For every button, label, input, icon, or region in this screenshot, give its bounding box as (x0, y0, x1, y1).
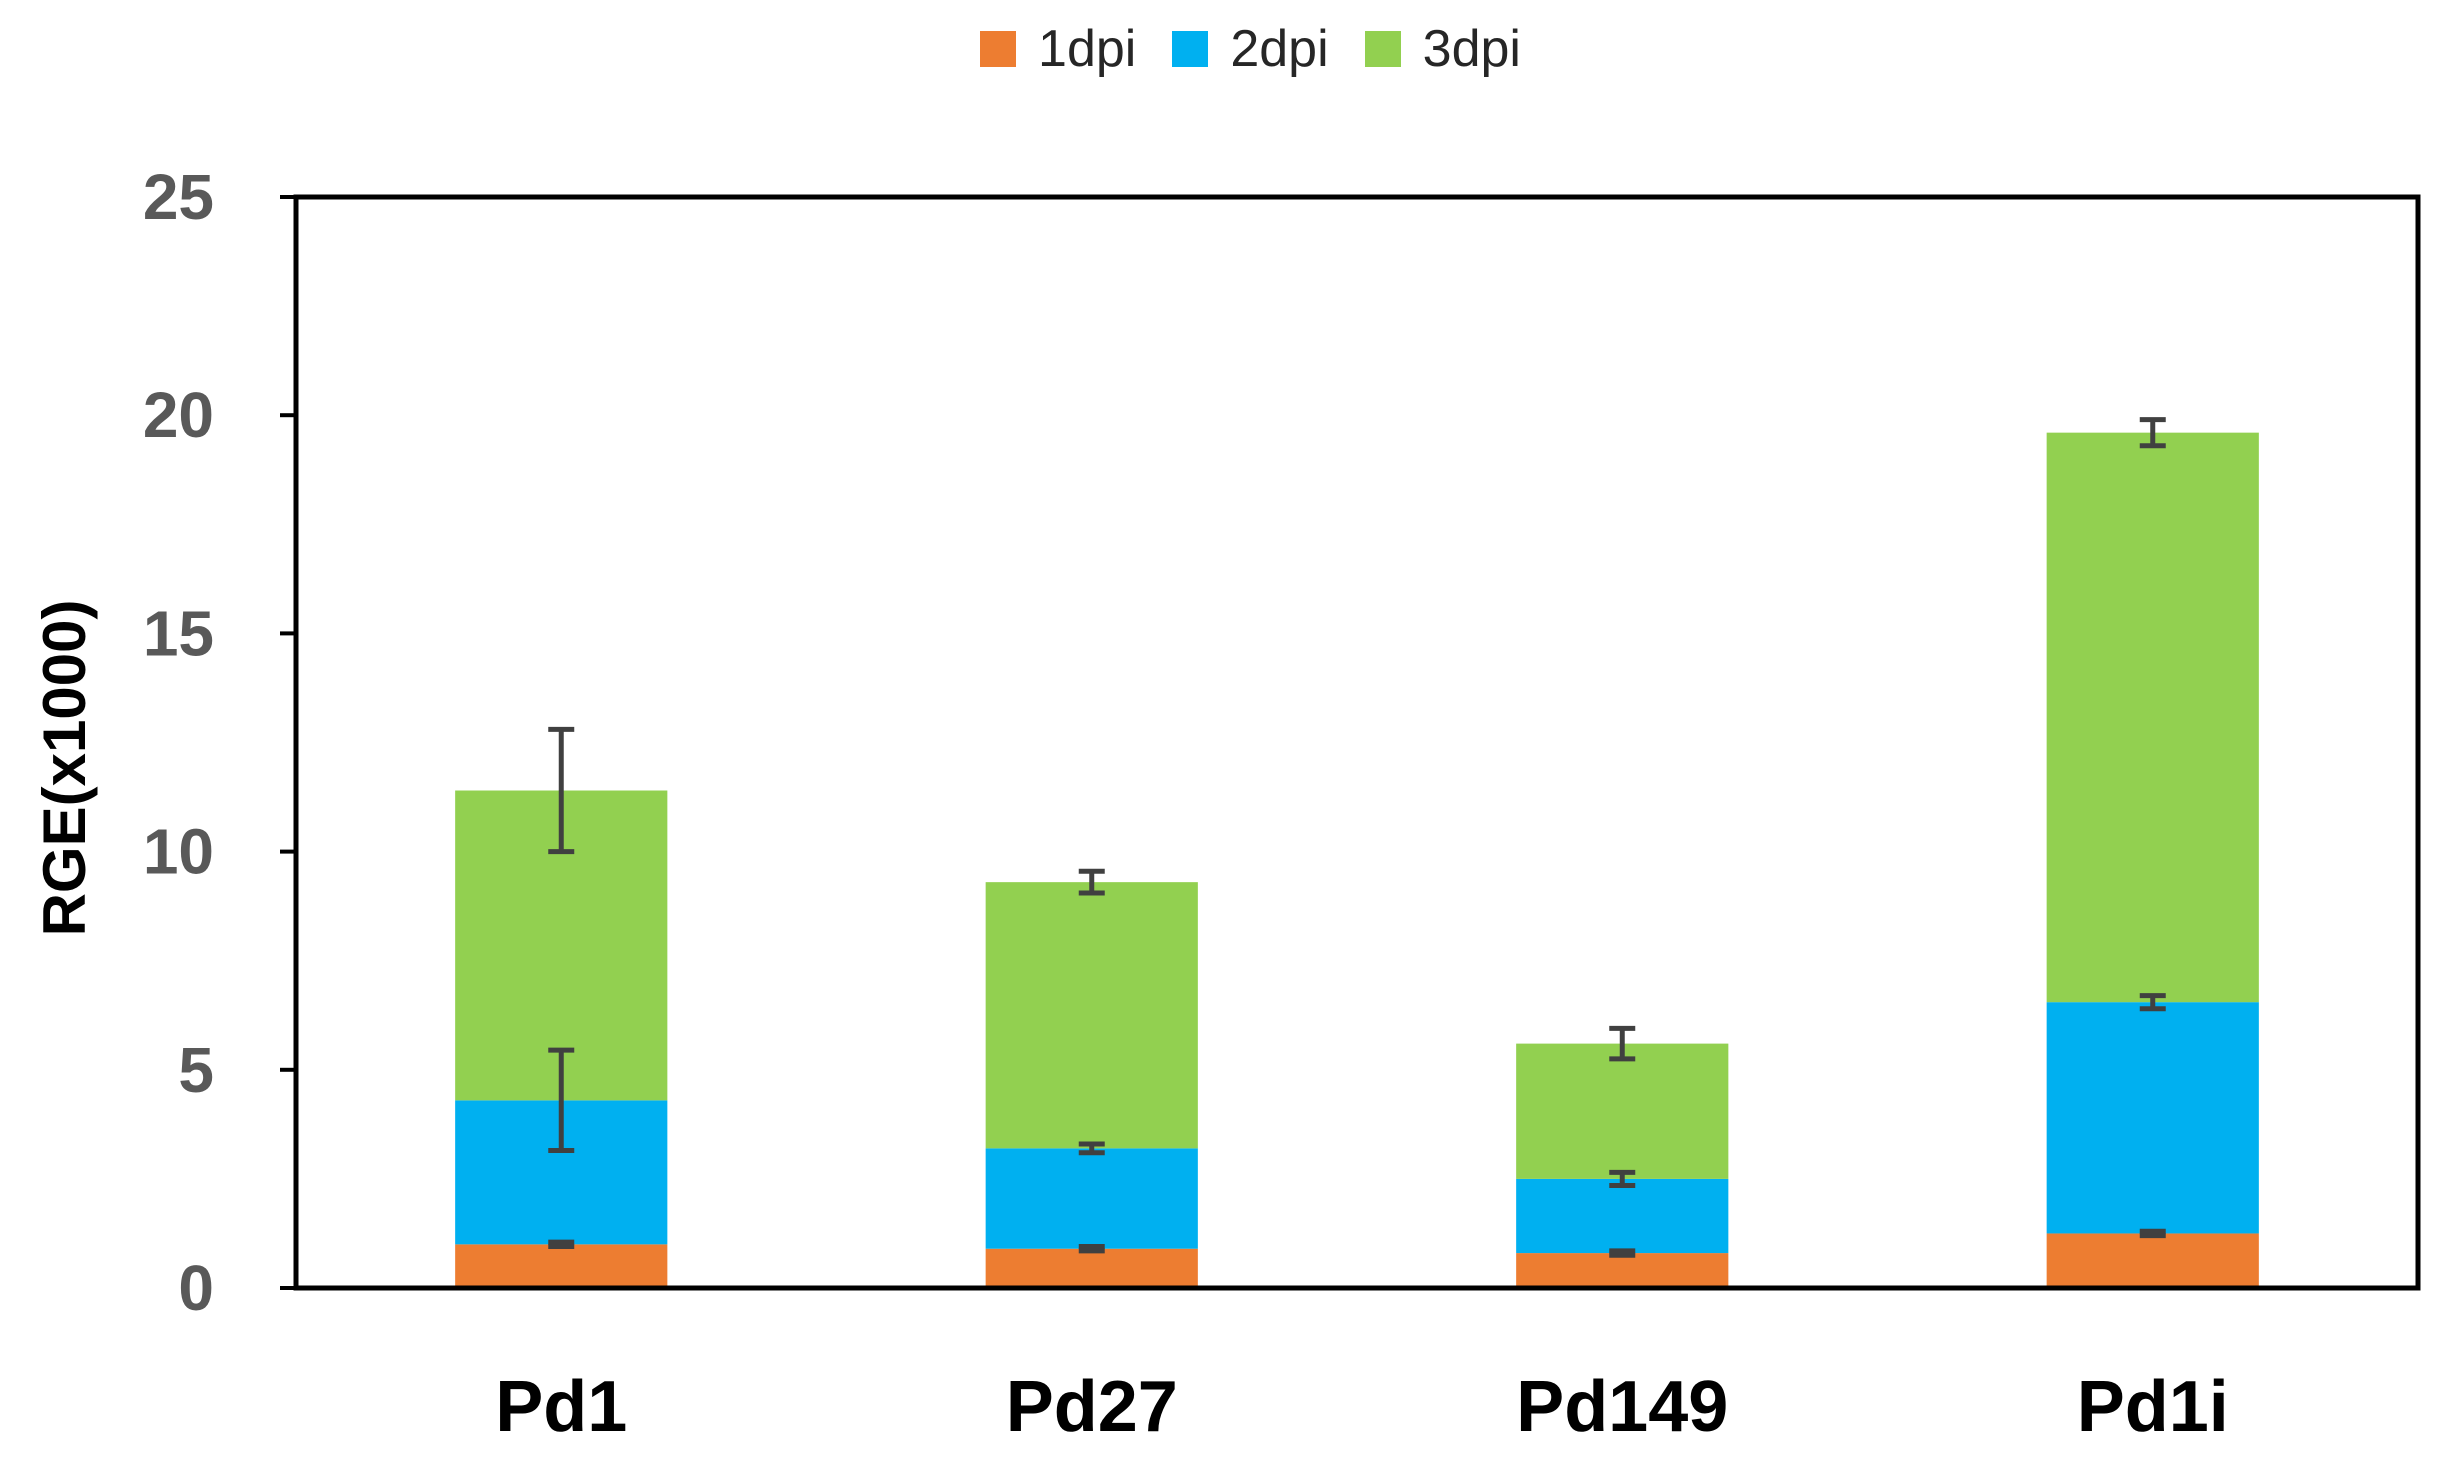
legend-swatch-1dpi (980, 31, 1017, 67)
bar-1dpi-pd1 (455, 1244, 668, 1288)
y-axis-title: RGE(x1000) (31, 600, 98, 937)
error-bar-2dpi-pd27 (1078, 1141, 1105, 1156)
bar-3dpi-pd1i (2046, 432, 2259, 1003)
legend-item-2dpi: 2dpi (1172, 19, 1329, 79)
y-tick-label: 10 (143, 816, 214, 888)
x-tick-label-pd1i: Pd1i (2077, 1367, 2229, 1447)
bar-3dpi-pd149 (1516, 1043, 1729, 1179)
bar-1dpi-pd27 (985, 1248, 1198, 1288)
x-axis: Pd1 Pd27 Pd149 Pd1i (495, 1367, 2229, 1447)
plot-area-frame (293, 194, 2421, 1291)
bars-layer (455, 432, 2259, 1288)
y-tick-label: 0 (178, 1252, 214, 1324)
y-axis: 0 5 10 15 20 25 (143, 161, 296, 1324)
x-tick-label-pd27: Pd27 (1006, 1367, 1178, 1447)
y-tick-label: 20 (143, 379, 214, 451)
error-bar-2dpi-pd1 (548, 1047, 575, 1154)
legend-swatch-3dpi (1364, 31, 1401, 67)
legend-label-2dpi: 2dpi (1230, 20, 1329, 78)
bar-2dpi-pd27 (985, 1148, 1198, 1249)
legend-swatch-2dpi (1172, 31, 1209, 67)
legend-item-3dpi: 3dpi (1364, 19, 1521, 79)
legend-item-1dpi: 1dpi (980, 19, 1136, 79)
error-bar-3dpi-pd1 (548, 726, 575, 855)
legend: 1dpi 2dpi 3dpi (0, 14, 2437, 84)
error-bar-3dpi-pd1i (2139, 417, 2166, 449)
x-tick-label-pd149: Pd149 (1516, 1367, 1728, 1447)
y-tick-label: 15 (143, 597, 214, 669)
bar-1dpi-pd149 (1516, 1253, 1729, 1288)
error-bar-1dpi-pd149 (1609, 1248, 1636, 1258)
error-bars-layer (548, 417, 2166, 1258)
bar-3dpi-pd27 (985, 882, 1198, 1149)
error-bar-1dpi-pd27 (1078, 1244, 1105, 1254)
error-bar-3dpi-pd27 (1078, 868, 1105, 896)
y-tick-label: 25 (143, 161, 214, 233)
y-tick-label: 5 (178, 1034, 214, 1106)
error-bar-3dpi-pd149 (1609, 1025, 1636, 1062)
error-bar-2dpi-pd149 (1609, 1169, 1636, 1188)
bar-1dpi-pd1i (2046, 1233, 2259, 1288)
legend-label-3dpi: 3dpi (1422, 20, 1521, 78)
bar-2dpi-pd1i (2046, 1002, 2259, 1234)
legend-label-1dpi: 1dpi (1038, 20, 1137, 78)
error-bar-2dpi-pd1i (2139, 993, 2166, 1012)
bar-2dpi-pd149 (1516, 1178, 1729, 1254)
x-tick-label-pd1: Pd1 (495, 1367, 627, 1447)
error-bar-1dpi-pd1i (2139, 1228, 2166, 1239)
error-bar-1dpi-pd1 (548, 1239, 575, 1250)
